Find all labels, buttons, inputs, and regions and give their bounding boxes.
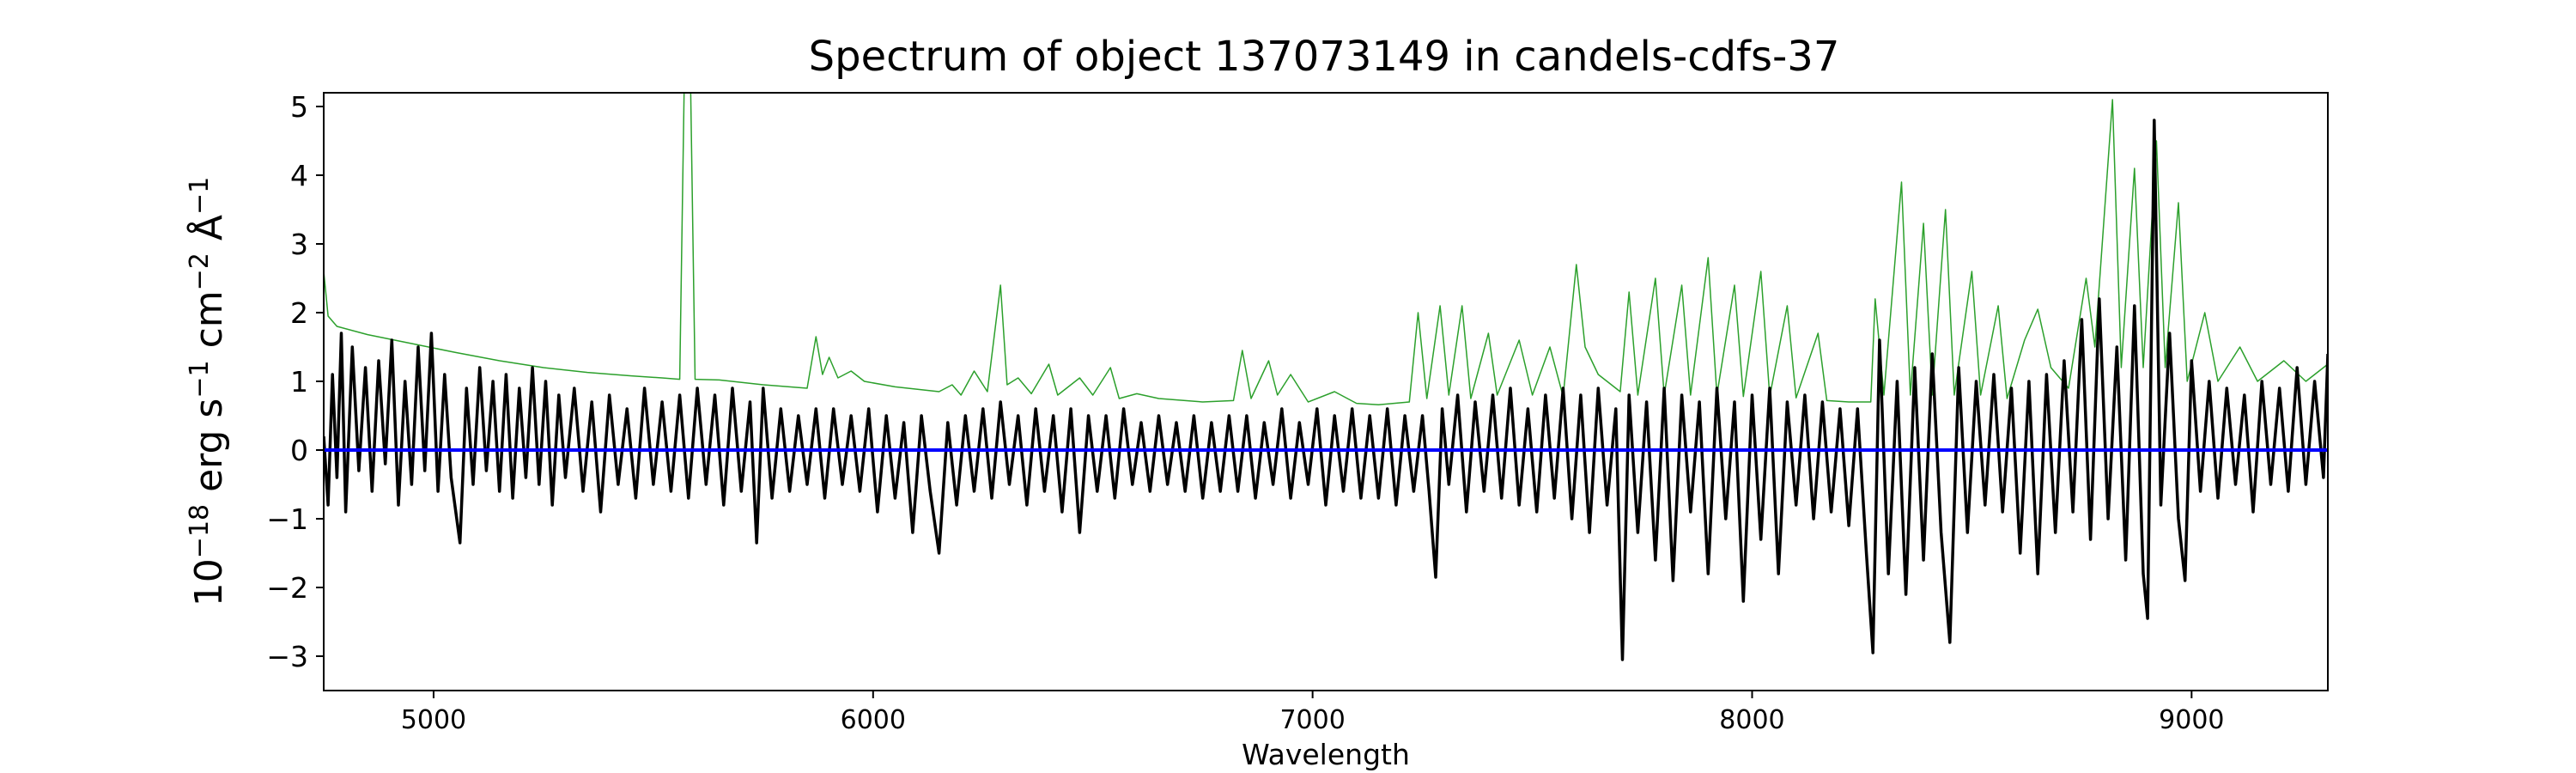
y-tick-label: −2 (266, 571, 308, 605)
plot-area (324, 93, 2328, 661)
y-label-unit3: Å (185, 215, 231, 253)
x-tick-label: 5000 (401, 705, 466, 735)
chart-title: Spectrum of object 137073149 in candels-… (809, 33, 1840, 81)
series-line-sky (324, 93, 2328, 405)
series-line-flux (324, 119, 2328, 661)
x-tick-label: 9000 (2159, 705, 2224, 735)
y-tick-label: 1 (290, 365, 308, 399)
y-tick-label: 4 (290, 159, 308, 192)
plot-frame (323, 92, 2329, 691)
y-label-exp3: −1 (185, 177, 215, 215)
y-axis-label: 10−18 erg s−1 cm−2 Å−1 (185, 177, 231, 606)
y-tick-label: 0 (290, 434, 308, 467)
y-axis: −3 −2 −1 0 1 2 3 4 5 (266, 90, 324, 673)
y-tick-label: −1 (266, 502, 308, 536)
y-label-exp: −18 (185, 504, 215, 558)
x-tick-label: 7000 (1279, 705, 1345, 735)
y-label-base: 10 (187, 558, 231, 606)
x-axis-label: Wavelength (1242, 738, 1410, 771)
series-layer (324, 93, 2328, 661)
y-tick-label: 2 (290, 296, 308, 330)
x-tick-label: 8000 (1719, 705, 1784, 735)
y-label-unit1: erg s (187, 399, 231, 504)
y-label-exp1: −1 (185, 360, 215, 398)
y-label-exp2: −2 (185, 253, 215, 290)
y-label-unit2: cm (187, 290, 231, 360)
y-tick-label: −3 (266, 640, 308, 673)
y-tick-label: 3 (290, 228, 308, 261)
x-axis: 5000 6000 7000 8000 9000 (401, 691, 2225, 735)
y-tick-label: 5 (290, 90, 308, 124)
x-tick-label: 6000 (841, 705, 906, 735)
